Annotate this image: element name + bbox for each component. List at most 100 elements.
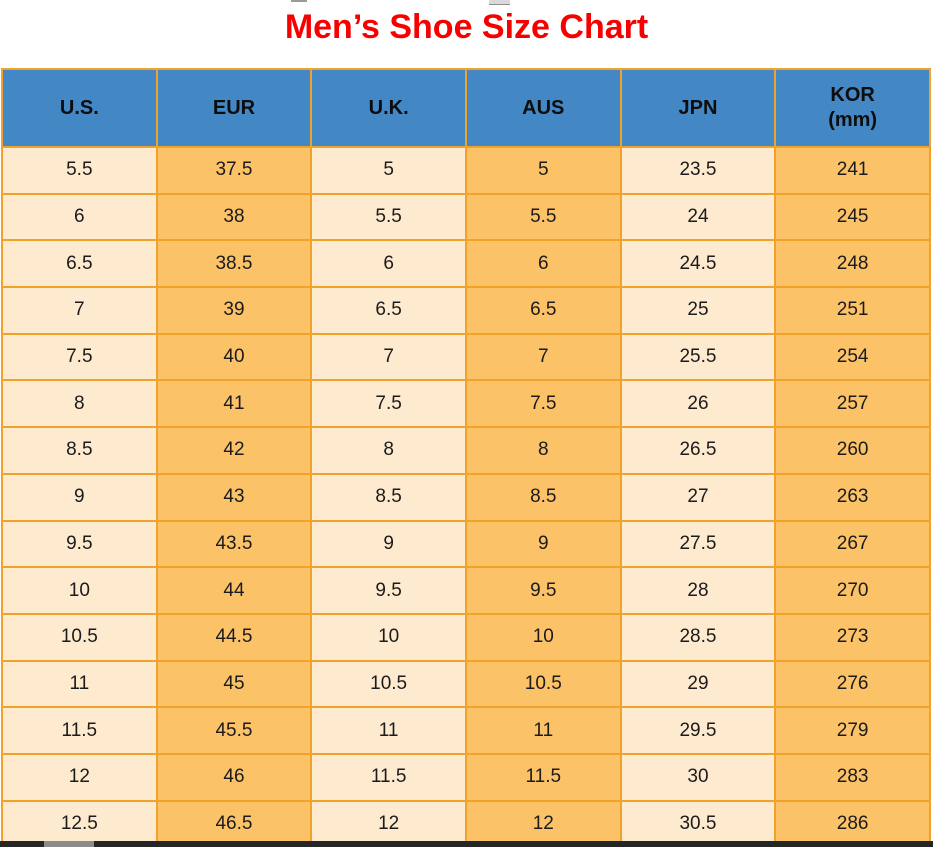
scrollbar-thumb[interactable] — [44, 841, 94, 847]
table-cell: 25.5 — [619, 332, 777, 382]
table-cell: 286 — [774, 799, 931, 847]
table-cell: 267 — [774, 519, 931, 569]
table-cell: 5.5 — [310, 192, 467, 242]
table-cell: 44 — [155, 566, 313, 615]
table-cell: 7 — [1, 286, 158, 335]
table-cell: 8.5 — [310, 472, 467, 522]
table-row: 7.5 40 7 7 25.5 254 — [1, 332, 931, 382]
table-cell: 7.5 — [464, 379, 622, 429]
table-cell: 6 — [310, 239, 467, 289]
table-cell: 10.5 — [464, 659, 622, 709]
table-cell: 8 — [1, 379, 158, 429]
table-cell: 6 — [1, 192, 158, 242]
table-cell: 44.5 — [155, 612, 313, 662]
table-cell: 10 — [1, 566, 158, 615]
table-cell: 9.5 — [464, 566, 622, 615]
column-header-jpn: JPN — [619, 68, 777, 148]
table-cell: 6.5 — [1, 239, 158, 289]
table-cell: 41 — [155, 379, 313, 429]
table-cell: 29.5 — [619, 706, 777, 755]
column-header-us: U.S. — [1, 68, 158, 148]
table-cell: 12 — [1, 752, 158, 802]
table-cell: 9 — [464, 519, 622, 569]
table-cell: 12 — [464, 799, 622, 847]
table-row: 8 41 7.5 7.5 26 257 — [1, 379, 931, 429]
table-row: 10.5 44.5 10 10 28.5 273 — [1, 612, 931, 662]
table-row: 5.5 37.5 5 5 23.5 241 — [1, 146, 931, 195]
table-cell: 11 — [310, 706, 467, 755]
column-header-label: U.K. — [368, 96, 409, 119]
column-header-unit: (mm) — [828, 109, 878, 131]
table-cell: 38 — [155, 192, 313, 242]
table-cell: 23.5 — [619, 146, 777, 195]
table-cell: 5 — [310, 146, 467, 195]
table-cell: 254 — [774, 332, 931, 382]
table-cell: 7.5 — [1, 332, 158, 382]
column-header-label: AUS — [522, 96, 565, 119]
table-row: 6 38 5.5 5.5 24 245 — [1, 192, 931, 242]
table-cell: 7 — [464, 332, 622, 382]
table-cell: 263 — [774, 472, 931, 522]
size-chart-table: U.S. EUR U.K. AUS JPN KOR (mm) — [1, 68, 931, 847]
table-cell: 251 — [774, 286, 931, 335]
table-cell: 45 — [155, 659, 313, 709]
table-cell: 5 — [464, 146, 622, 195]
column-header-aus: AUS — [464, 68, 622, 148]
table-cell: 37.5 — [155, 146, 313, 195]
table-cell: 39 — [155, 286, 313, 335]
table-cell: 9 — [310, 519, 467, 569]
table-row: 11 45 10.5 10.5 29 276 — [1, 659, 931, 709]
table-row: 10 44 9.5 9.5 28 270 — [1, 566, 931, 615]
table-cell: 45.5 — [155, 706, 313, 755]
table-cell: 46 — [155, 752, 313, 802]
table-cell: 10.5 — [310, 659, 467, 709]
table-cell: 29 — [619, 659, 777, 709]
table-cell: 42 — [155, 426, 313, 475]
table-cell: 11.5 — [310, 752, 467, 802]
table-cell: 10 — [310, 612, 467, 662]
table-cell: 273 — [774, 612, 931, 662]
horizontal-scrollbar[interactable] — [0, 841, 933, 847]
table-cell: 27.5 — [619, 519, 777, 569]
table-cell: 257 — [774, 379, 931, 429]
table-cell: 12.5 — [1, 799, 158, 847]
table-cell: 30 — [619, 752, 777, 802]
table-row: 6.5 38.5 6 6 24.5 248 — [1, 239, 931, 289]
table-cell: 24 — [619, 192, 777, 242]
table-cell: 43 — [155, 472, 313, 522]
table-cell: 6 — [464, 239, 622, 289]
table-cell: 283 — [774, 752, 931, 802]
table-cell: 9.5 — [310, 566, 467, 615]
table-cell: 26 — [619, 379, 777, 429]
table-cell: 7 — [310, 332, 467, 382]
table-cell: 11 — [1, 659, 158, 709]
table-row: 12 46 11.5 11.5 30 283 — [1, 752, 931, 802]
table-cell: 6.5 — [310, 286, 467, 335]
table-cell: 8.5 — [1, 426, 158, 475]
table-row: 11.5 45.5 11 11 29.5 279 — [1, 706, 931, 755]
table-cell: 241 — [774, 146, 931, 195]
column-header-kor: KOR (mm) — [774, 68, 931, 148]
column-header-uk: U.K. — [310, 68, 467, 148]
table-row: 9.5 43.5 9 9 27.5 267 — [1, 519, 931, 569]
table-cell: 11.5 — [1, 706, 158, 755]
column-header-label: U.S. — [59, 96, 99, 119]
table-cell: 270 — [774, 566, 931, 615]
page-title: Men’s Shoe Size Chart — [284, 8, 649, 46]
column-header-eur: EUR — [155, 68, 313, 148]
table-cell: 6.5 — [464, 286, 622, 335]
table-cell: 38.5 — [155, 239, 313, 289]
column-header-label: KOR — [830, 84, 875, 106]
size-table-body: 5.5 37.5 5 5 23.5 241 6 38 5.5 5.5 24 245 6.5 38.5 6 6 2… — [1, 146, 931, 847]
table-cell: 24.5 — [619, 239, 777, 289]
table-header: U.S. EUR U.K. AUS JPN KOR (mm) — [1, 68, 931, 148]
table-cell: 27 — [619, 472, 777, 522]
table-cell: 28 — [619, 566, 777, 615]
table-cell: 40 — [155, 332, 313, 382]
table-cell: 5.5 — [464, 192, 622, 242]
table-cell: 10 — [464, 612, 622, 662]
table-cell: 276 — [774, 659, 931, 709]
table-cell: 245 — [774, 192, 931, 242]
table-cell: 8 — [464, 426, 622, 475]
table-cell: 10.5 — [1, 612, 158, 662]
